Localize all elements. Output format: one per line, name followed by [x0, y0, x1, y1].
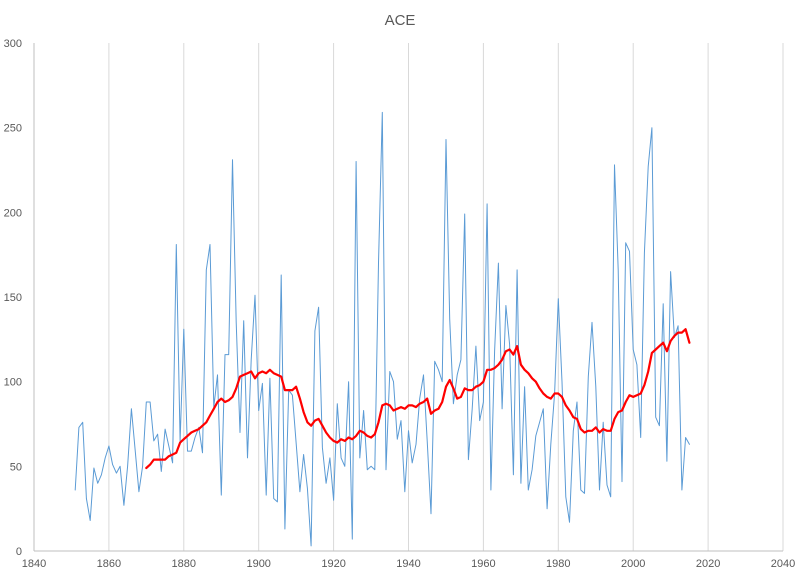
chart-title: ACE [385, 12, 416, 29]
axes: 0 50 100 150 200 250 300 1840 1860 1880 1900 1920 19… [4, 38, 796, 570]
y-tick-label: 150 [4, 292, 22, 304]
y-tick-label: 100 [4, 377, 22, 389]
y-tick-label: 50 [10, 461, 22, 473]
x-tick-label: 2020 [696, 558, 720, 570]
x-tick-label: 1980 [546, 558, 570, 570]
y-tick-label: 300 [4, 38, 22, 50]
x-tick-label: 1900 [246, 558, 270, 570]
x-tick-label: 1920 [321, 558, 345, 570]
series [74, 111, 691, 547]
series-line-annual [74, 111, 690, 547]
y-tick-label: 0 [16, 546, 22, 558]
x-tick-label: 2040 [771, 558, 795, 570]
x-tick-label: 1960 [471, 558, 495, 570]
grid-lines [108, 43, 784, 551]
x-tick-label: 2000 [621, 558, 645, 570]
x-tick-label: 1860 [97, 558, 121, 570]
x-tick-label: 1880 [172, 558, 196, 570]
y-tick-label: 250 [4, 123, 22, 135]
series-line-smoothed [145, 328, 691, 470]
x-tick-label: 1940 [396, 558, 420, 570]
y-tick-label: 200 [4, 207, 22, 219]
x-tick-label: 1840 [22, 558, 46, 570]
